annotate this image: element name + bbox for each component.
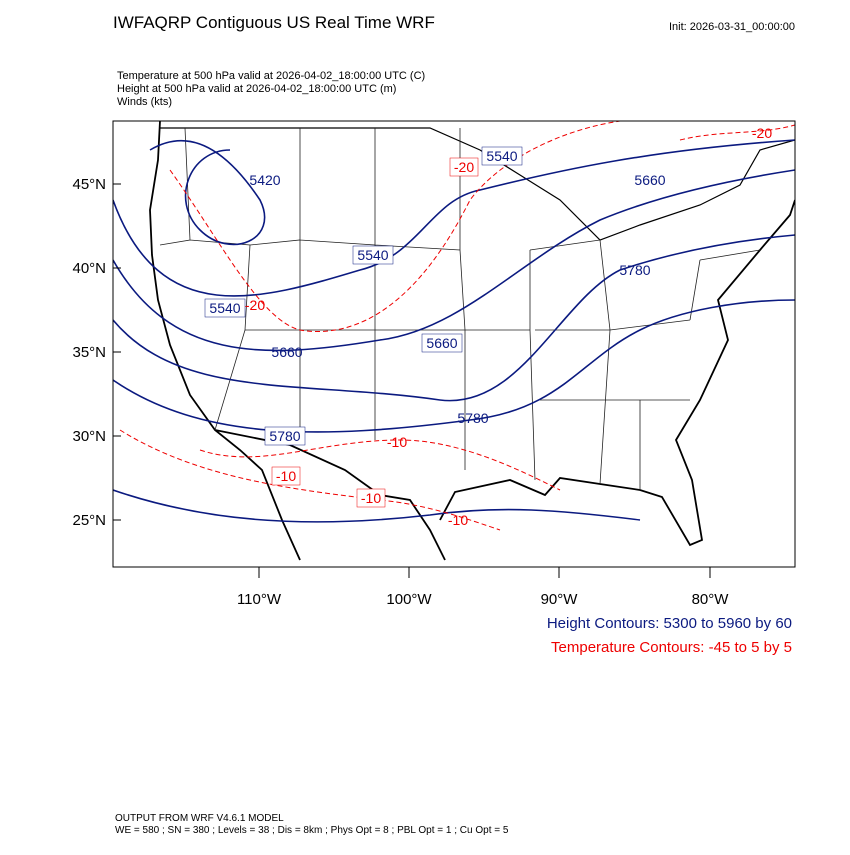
legend-height: Height Contours: 5300 to 5960 by 60 [547,615,792,632]
temperature-label: -10 [276,468,296,484]
title: IWFAQRP Contiguous US Real Time WRF [113,13,435,32]
temperature-label: -10 [361,490,381,506]
height-label: 5780 [619,262,650,278]
height-label: 5420 [249,172,280,188]
lat-label: 25°N [72,512,106,529]
field-label: Winds (kts) [117,96,172,108]
height-label: 5660 [634,172,665,188]
height-label: 5660 [426,335,457,351]
lon-label: 110°W [237,591,282,608]
map: 5540 5420 5660 5540 5780 5540 5660 5660 … [72,120,796,608]
height-label: 5540 [357,247,388,263]
map-frame [112,120,796,568]
lat-label: 40°N [72,260,106,277]
footer-line: OUTPUT FROM WRF V4.6.1 MODEL [115,813,284,824]
height-contours [113,139,795,523]
init-time: Init: 2026-03-31_00:00:00 [669,21,795,33]
temperature-label: -20 [245,297,265,313]
contour-labels: 5540 5420 5660 5540 5780 5540 5660 5660 … [204,125,772,528]
axis-ticks [113,183,711,578]
coastline [149,121,795,561]
temperature-label: -10 [387,434,407,450]
lon-label: 80°W [692,591,730,608]
height-label: 5540 [209,300,240,316]
height-label: 5780 [269,428,300,444]
height-label: 5540 [486,148,517,164]
height-label: 5780 [457,410,488,426]
temperature-contours [119,121,795,531]
lon-label: 100°W [386,591,432,608]
lat-label: 45°N [72,176,106,193]
lat-label: 30°N [72,428,106,445]
lon-labels: 110°W 100°W 90°W 80°W [237,591,729,608]
temperature-label: -10 [448,512,468,528]
temperature-label: -20 [454,159,474,175]
height-label: 5660 [271,344,302,360]
field-label: Height at 500 hPa valid at 2026-04-02_18… [117,83,396,95]
footer-line: WE = 580 ; SN = 380 ; Levels = 38 ; Dis … [115,825,509,836]
legend-temperature: Temperature Contours: -45 to 5 by 5 [551,639,792,656]
lat-label: 35°N [72,344,106,361]
temperature-label: -20 [752,125,772,141]
lat-labels: 45°N 40°N 35°N 30°N 25°N [72,176,106,529]
field-label: Temperature at 500 hPa valid at 2026-04-… [117,70,425,82]
lon-label: 90°W [541,591,579,608]
